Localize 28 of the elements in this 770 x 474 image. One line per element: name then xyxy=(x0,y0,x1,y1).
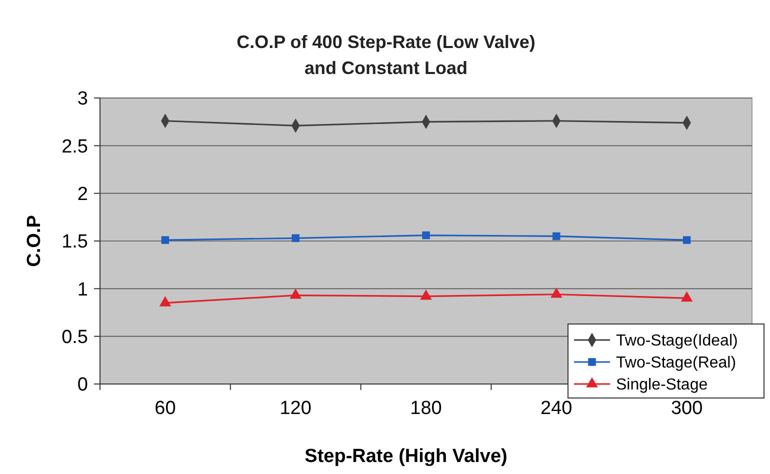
y-tick-label: 2 xyxy=(77,184,88,205)
point xyxy=(682,236,691,244)
point xyxy=(552,232,560,240)
y-tick-label: 1.5 xyxy=(62,232,88,253)
x-tick-label: 240 xyxy=(540,398,572,419)
point xyxy=(550,288,562,298)
legend-label: Two-Stage(Real) xyxy=(616,354,736,372)
chart-title: C.O.P of 400 Step-Rate (Low Valve) and Constant Load xyxy=(236,32,536,78)
y-tick-label: 2.5 xyxy=(62,136,88,158)
x-axis-title: Step-Rate (High Valve) xyxy=(304,446,508,467)
y-axis-title: C.O.P xyxy=(24,214,45,267)
y-tick-label: 0.5 xyxy=(62,326,88,348)
x-tick-label: 180 xyxy=(410,398,442,419)
point xyxy=(161,236,170,244)
point xyxy=(422,231,430,240)
y-tick-label: 0 xyxy=(77,374,88,396)
legend-label: Single-Stage xyxy=(616,376,708,394)
y-tick-label: 3 xyxy=(77,88,88,110)
point xyxy=(420,289,432,300)
y-tick-label: 1 xyxy=(77,279,88,300)
point xyxy=(159,296,172,306)
x-tick-label: 60 xyxy=(154,398,176,419)
point xyxy=(680,291,693,302)
legend-label: Two-Stage(Ideal) xyxy=(616,332,738,350)
point xyxy=(292,234,300,242)
point xyxy=(290,288,302,299)
x-tick-label: 120 xyxy=(280,398,312,419)
x-tick-label: 300 xyxy=(670,398,703,419)
